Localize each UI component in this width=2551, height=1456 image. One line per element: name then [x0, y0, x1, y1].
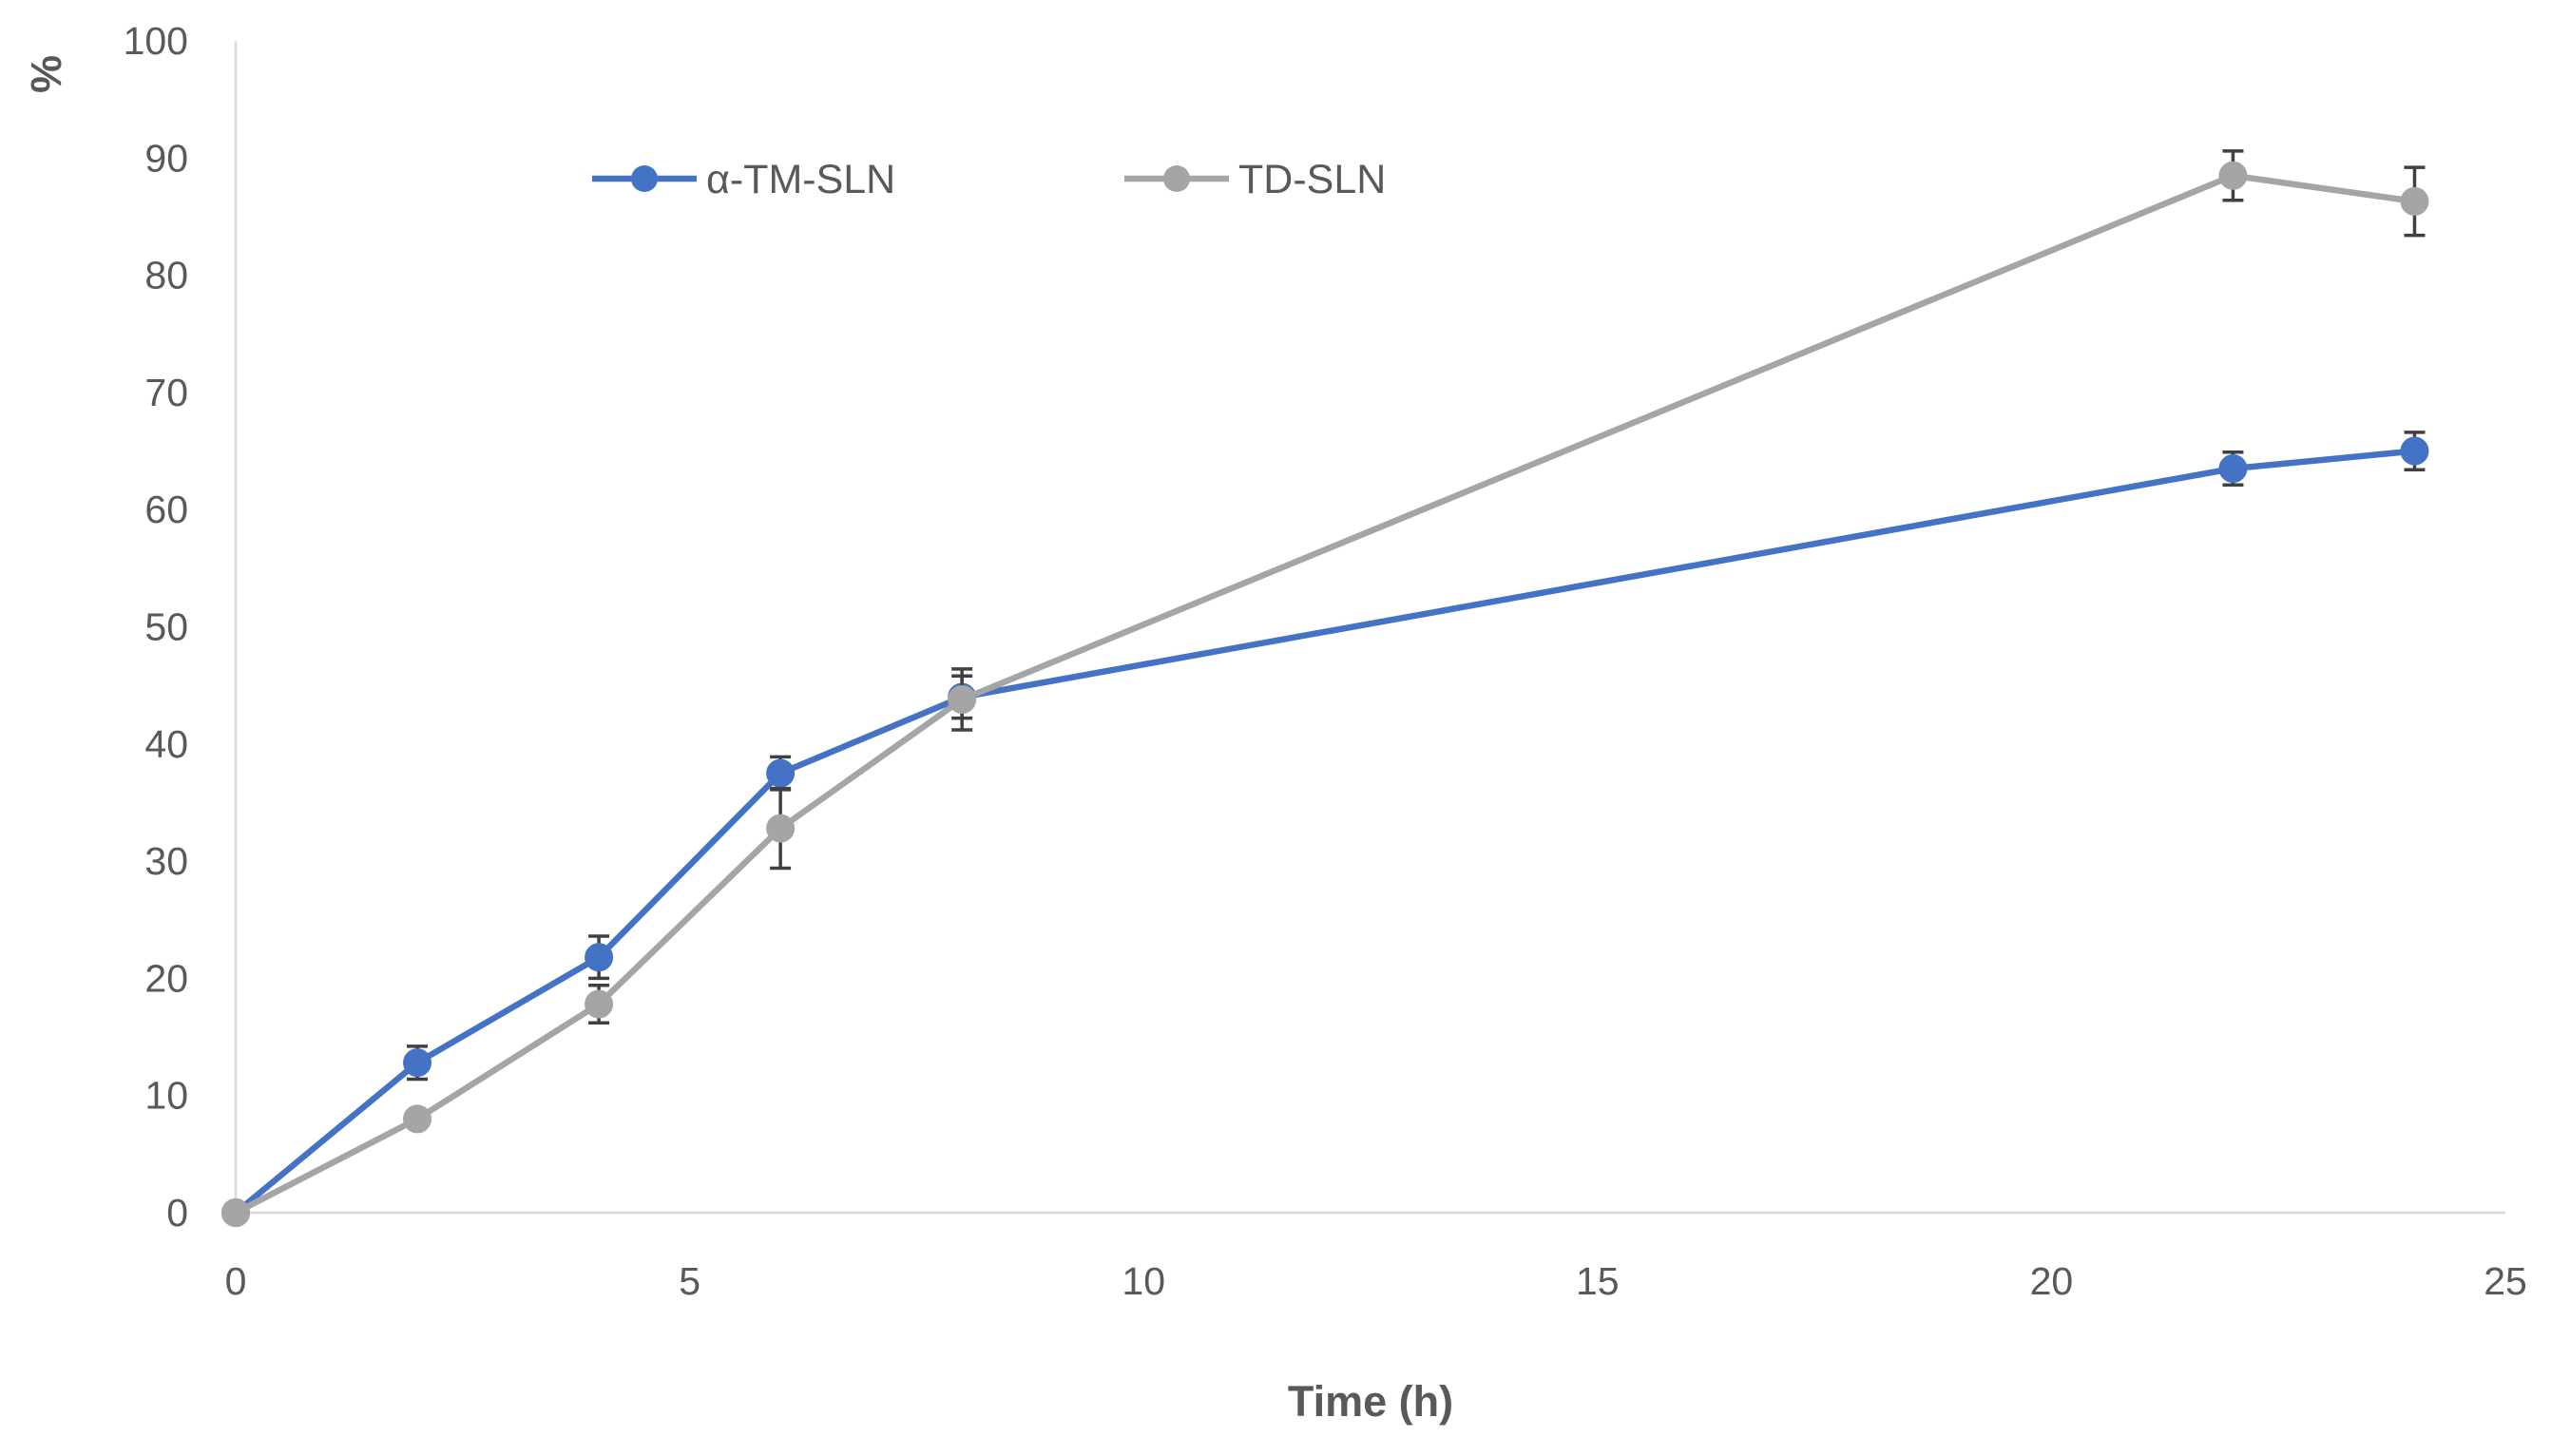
y-tick-label: 100	[124, 19, 188, 63]
data-point	[948, 684, 977, 714]
axes: 0 10 20 30 40 50 60 70 80 90 100 0 5 10 15 20 25	[124, 19, 2527, 1303]
data-point	[2400, 436, 2429, 466]
legend-item-2: TD-SLN	[1124, 157, 1386, 202]
data-point	[2400, 186, 2429, 216]
y-tick-label: 70	[144, 371, 188, 414]
x-tick-label: 0	[225, 1259, 247, 1303]
y-tick-label: 30	[144, 839, 188, 883]
data-point	[766, 758, 796, 788]
data-point	[766, 814, 796, 843]
y-tick-label: 60	[144, 488, 188, 531]
data-point	[403, 1048, 432, 1078]
y-tick-label: 40	[144, 722, 188, 766]
y-tick-label: 90	[144, 136, 188, 180]
legend-item-1: α-TM-SLN	[592, 157, 895, 202]
legend: α-TM-SLN TD-SLN	[592, 157, 1386, 202]
y-tick-label: 80	[144, 254, 188, 297]
data-point	[403, 1104, 432, 1134]
data-point	[585, 943, 614, 972]
x-tick-label: 5	[679, 1259, 700, 1303]
data-point	[2218, 161, 2248, 190]
y-tick-label: 0	[166, 1191, 188, 1235]
series-2	[221, 149, 2429, 1227]
series-layer	[221, 149, 2429, 1227]
data-point	[2218, 454, 2248, 484]
x-tick-label: 20	[2030, 1259, 2074, 1303]
series-line	[232, 172, 2418, 1217]
y-tick-label: 50	[144, 605, 188, 649]
data-point	[221, 1198, 250, 1227]
y-tick-label: 10	[144, 1074, 188, 1118]
y-axis-title: %	[22, 55, 70, 93]
legend-marker	[1163, 165, 1190, 192]
legend-label: TD-SLN	[1238, 157, 1386, 202]
x-tick-label: 25	[2484, 1259, 2527, 1303]
x-tick-label: 15	[1576, 1259, 1620, 1303]
series-line	[232, 448, 2418, 1217]
legend-label: α-TM-SLN	[706, 157, 895, 202]
data-point	[585, 989, 614, 1019]
x-axis-title: Time (h)	[1288, 1377, 1453, 1426]
legend-marker	[631, 165, 658, 192]
x-tick-label: 10	[1122, 1259, 1165, 1303]
y-tick-label: 20	[144, 956, 188, 1000]
